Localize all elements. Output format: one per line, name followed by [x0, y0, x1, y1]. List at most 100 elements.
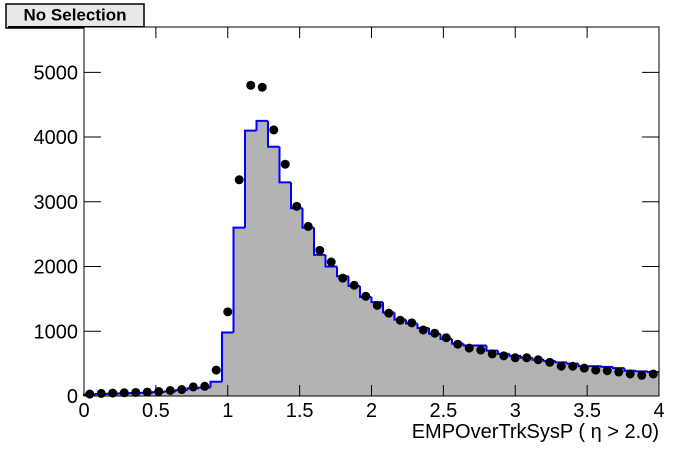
data-point: [85, 389, 95, 399]
data-point: [223, 307, 233, 317]
data-point: [637, 370, 647, 380]
data-point: [292, 201, 302, 211]
y-tick-label: 3000: [34, 192, 79, 214]
histogram-bar: [440, 339, 452, 396]
histogram-bar: [532, 359, 544, 396]
x-axis-label: EMPOverTrkSysP ( η > 2.0): [412, 421, 659, 443]
histogram-edge: [209, 380, 222, 388]
histogram-bar: [567, 363, 579, 396]
histogram-bar: [337, 276, 349, 396]
histogram-bar: [314, 254, 326, 396]
histogram-bar: [555, 362, 567, 396]
histogram-bar: [279, 182, 291, 396]
x-tick-label: 3: [510, 400, 521, 422]
x-tick-label: 4: [653, 400, 664, 422]
data-point: [349, 280, 359, 290]
histogram-bar: [210, 381, 222, 396]
histogram-bar: [475, 345, 487, 396]
histogram-bar: [302, 227, 314, 396]
data-point: [533, 355, 543, 365]
histogram-edge: [324, 254, 337, 268]
histogram-bar: [245, 130, 257, 396]
data-point: [441, 333, 451, 343]
data-point: [499, 351, 509, 361]
histogram-edge: [313, 227, 326, 256]
x-tick-label: 1: [222, 400, 233, 422]
data-point: [234, 175, 244, 185]
data-point: [545, 357, 555, 367]
histogram-bar: [486, 350, 498, 396]
data-point: [200, 381, 210, 391]
selection-button[interactable]: [5, 3, 145, 29]
histogram-edge: [267, 120, 280, 148]
histogram-bar: [199, 387, 211, 396]
data-point: [464, 343, 474, 353]
data-point: [326, 257, 336, 267]
histogram-bar: [590, 366, 602, 396]
data-point: [361, 291, 371, 301]
data-point: [108, 388, 118, 398]
histogram-bar: [498, 353, 510, 396]
x-tick-label: 2: [366, 400, 377, 422]
histogram-bar: [578, 366, 590, 396]
y-tick-label: 2000: [34, 257, 79, 279]
histogram-bar: [187, 388, 199, 396]
data-point: [119, 388, 129, 398]
histogram-bar: [452, 343, 464, 396]
data-point: [579, 363, 589, 373]
histogram-edge: [278, 146, 291, 184]
data-point: [280, 159, 290, 169]
histogram-edge: [244, 129, 257, 228]
histogram-bar: [371, 302, 383, 396]
histogram-bar: [521, 357, 533, 396]
histogram-bar: [383, 312, 395, 396]
data-point: [154, 386, 164, 396]
data-point: [568, 361, 578, 371]
data-point: [188, 382, 198, 392]
data-point: [165, 385, 175, 395]
data-point: [338, 273, 348, 283]
x-tick-label: 0: [78, 400, 89, 422]
data-point: [418, 325, 428, 335]
histogram-edge: [232, 226, 245, 333]
data-point: [131, 387, 141, 397]
data-point: [556, 361, 566, 371]
histogram-bar: [394, 319, 406, 396]
data-point: [625, 369, 635, 379]
histogram-bar: [613, 368, 625, 396]
x-tick-label: 1.5: [286, 400, 314, 422]
data-point: [510, 353, 520, 363]
histogram-bar: [601, 366, 613, 396]
x-tick-label: 2.5: [429, 400, 457, 422]
data-point: [476, 345, 486, 355]
histogram-bar: [291, 208, 303, 396]
histogram-bar: [360, 296, 372, 396]
histogram-edge: [255, 119, 268, 131]
data-point: [430, 328, 440, 338]
histogram-bar: [233, 227, 245, 396]
data-point: [257, 82, 267, 92]
histogram-edge: [221, 331, 234, 382]
histogram-bar: [624, 370, 636, 396]
data-point: [303, 221, 313, 231]
histogram-bar: [417, 328, 429, 396]
y-tick-label: 5000: [34, 62, 79, 84]
histogram-bar: [222, 332, 234, 396]
histogram-bar: [647, 372, 659, 396]
histogram-bar: [463, 345, 475, 396]
histogram-bar: [325, 266, 337, 396]
data-point: [614, 367, 624, 377]
data-point: [315, 245, 325, 255]
histogram-bar: [268, 146, 280, 396]
data-point: [487, 349, 497, 359]
histogram-bar: [348, 285, 360, 396]
x-tick-label: 0.5: [142, 400, 170, 422]
data-point: [591, 365, 601, 375]
data-point: [407, 318, 417, 328]
y-tick-label: 4000: [34, 127, 79, 149]
histogram-bar: [509, 355, 521, 396]
data-point: [384, 308, 394, 318]
data-point: [269, 125, 279, 135]
button-label[interactable]: No Selection: [24, 5, 127, 24]
